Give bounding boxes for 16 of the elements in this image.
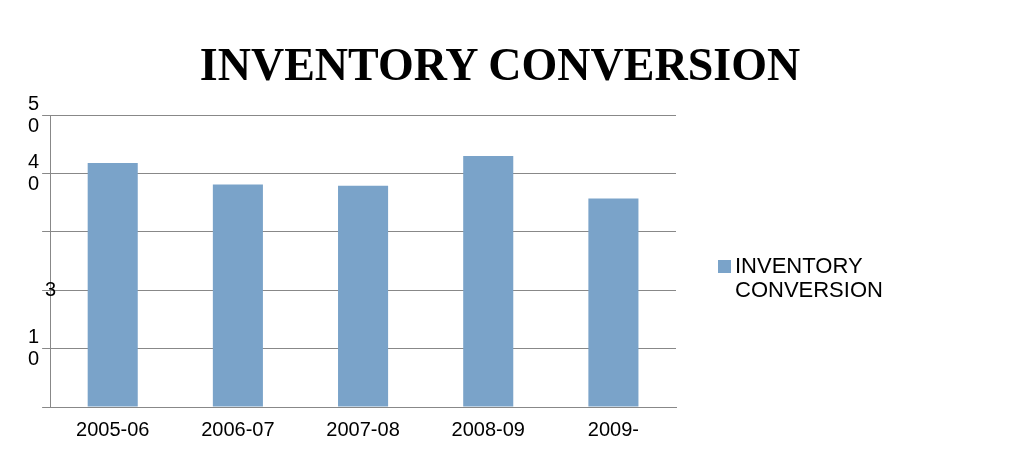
bar [212, 184, 263, 407]
bar [87, 162, 138, 407]
y-tick-label: 10 [28, 325, 40, 370]
x-tick-label: 2008-09 [451, 417, 525, 440]
x-tick-label: 2006-07 [201, 417, 275, 440]
annotation: 3 [45, 278, 57, 302]
bar [338, 185, 389, 407]
chart-title: INVENTORY CONVERSION [198, 38, 802, 91]
bar [588, 198, 639, 407]
x-tick-label: 2005-06 [76, 417, 150, 440]
x-tick-label: 2009- [587, 417, 639, 440]
y-tick-label: 40 [28, 149, 40, 194]
legend-label: INVENTORY CONVERSION [735, 253, 884, 302]
y-tick-label: 50 [28, 91, 40, 136]
bar [463, 155, 514, 407]
x-tick-label: 2007-08 [326, 417, 400, 440]
